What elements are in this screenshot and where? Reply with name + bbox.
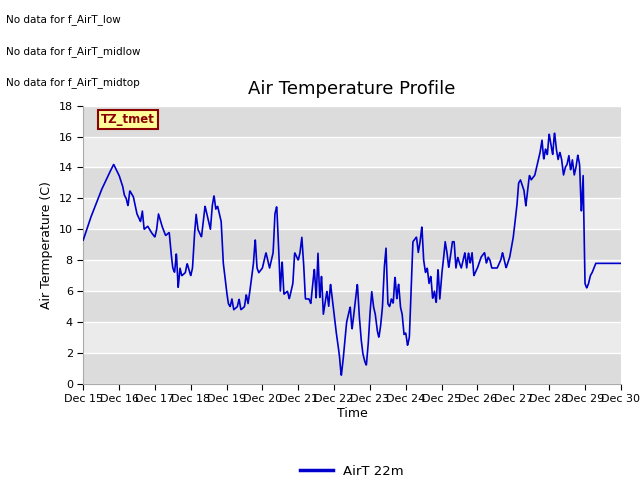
Title: Air Temperature Profile: Air Temperature Profile xyxy=(248,81,456,98)
Bar xyxy=(83,198,621,229)
X-axis label: Time: Time xyxy=(337,407,367,420)
Bar xyxy=(83,136,621,168)
Text: TZ_tmet: TZ_tmet xyxy=(101,113,155,126)
Bar xyxy=(83,353,621,384)
Bar xyxy=(83,322,621,353)
Bar xyxy=(83,260,621,291)
Bar xyxy=(83,229,621,260)
Bar xyxy=(83,106,621,136)
Y-axis label: Air Termperature (C): Air Termperature (C) xyxy=(40,181,53,309)
Text: No data for f_AirT_low: No data for f_AirT_low xyxy=(6,14,121,25)
Text: No data for f_AirT_midlow: No data for f_AirT_midlow xyxy=(6,46,141,57)
Bar xyxy=(83,291,621,322)
Legend: AirT 22m: AirT 22m xyxy=(294,460,410,480)
Text: No data for f_AirT_midtop: No data for f_AirT_midtop xyxy=(6,77,140,88)
Bar xyxy=(83,168,621,198)
